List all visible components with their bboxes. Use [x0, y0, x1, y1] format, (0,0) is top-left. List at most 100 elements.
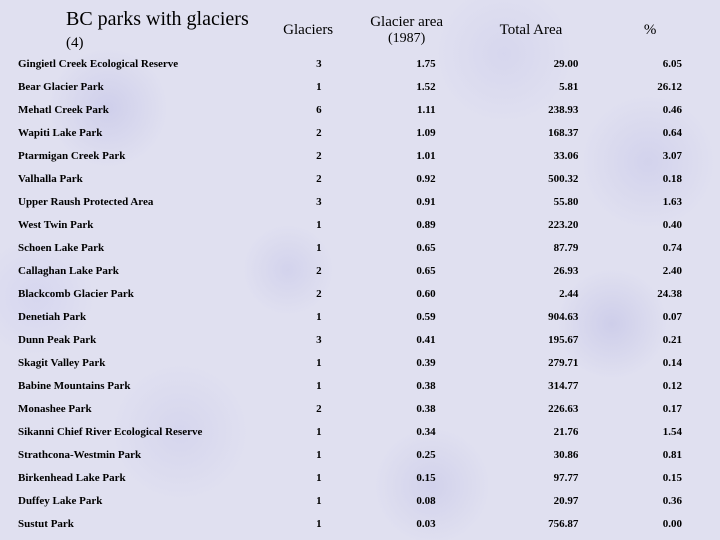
- cell-total-area: 5.81: [464, 75, 599, 98]
- cell-glacier-area: 0.65: [350, 259, 464, 282]
- cell-percent: 0.74: [598, 236, 702, 259]
- cell-name: Bear Glacier Park: [18, 75, 267, 98]
- cell-percent: 0.00: [598, 512, 702, 535]
- cell-glacier-area: 0.41: [350, 328, 464, 351]
- cell-total-area: 314.77: [464, 374, 599, 397]
- cell-percent: 0.14: [598, 351, 702, 374]
- cell-glaciers: 1: [267, 489, 350, 512]
- cell-glaciers: 3: [267, 52, 350, 75]
- cell-total-area: 55.80: [464, 190, 599, 213]
- cell-name: Valhalla Park: [18, 167, 267, 190]
- table-row: Denetiah Park10.59904.630.07: [18, 305, 702, 328]
- cell-glacier-area: 0.92: [350, 167, 464, 190]
- cell-glaciers: 2: [267, 259, 350, 282]
- cell-total-area: 500.32: [464, 167, 599, 190]
- table-row: Skagit Valley Park10.39279.710.14: [18, 351, 702, 374]
- cell-glaciers: 2: [267, 121, 350, 144]
- cell-percent: 0.36: [598, 489, 702, 512]
- cell-total-area: 904.63: [464, 305, 599, 328]
- cell-glaciers: 3: [267, 328, 350, 351]
- cell-name: Gingietl Creek Ecological Reserve: [18, 52, 267, 75]
- cell-total-area: 2.44: [464, 282, 599, 305]
- cell-percent: 0.15: [598, 466, 702, 489]
- cell-percent: 6.05: [598, 52, 702, 75]
- cell-total-area: 26.93: [464, 259, 599, 282]
- cell-glaciers: 1: [267, 420, 350, 443]
- cell-glacier-area: 1.75: [350, 52, 464, 75]
- table-row: Strathcona-Westmin Park10.2530.860.81: [18, 443, 702, 466]
- cell-total-area: 30.86: [464, 443, 599, 466]
- cell-total-area: 238.93: [464, 98, 599, 121]
- cell-glacier-area: 0.39: [350, 351, 464, 374]
- table-row: Sustut Park10.03756.870.00: [18, 512, 702, 535]
- cell-name: West Twin Park: [18, 213, 267, 236]
- cell-name: Schoen Lake Park: [18, 236, 267, 259]
- cell-percent: 2.40: [598, 259, 702, 282]
- cell-name: Dunn Peak Park: [18, 328, 267, 351]
- cell-glacier-area: 1.09: [350, 121, 464, 144]
- cell-total-area: 168.37: [464, 121, 599, 144]
- cell-percent: 0.18: [598, 167, 702, 190]
- cell-glaciers: 6: [267, 98, 350, 121]
- cell-percent: 26.12: [598, 75, 702, 98]
- cell-glacier-area: 0.25: [350, 443, 464, 466]
- cell-glacier-area: 0.59: [350, 305, 464, 328]
- cell-name: Birkenhead Lake Park: [18, 466, 267, 489]
- cell-total-area: 97.77: [464, 466, 599, 489]
- table-row: Birkenhead Lake Park10.1597.770.15: [18, 466, 702, 489]
- table-row: Schoen Lake Park10.6587.790.74: [18, 236, 702, 259]
- cell-percent: 0.40: [598, 213, 702, 236]
- cell-glacier-area: 0.08: [350, 489, 464, 512]
- cell-glaciers: 2: [267, 167, 350, 190]
- cell-name: Blackcomb Glacier Park: [18, 282, 267, 305]
- cell-name: Callaghan Lake Park: [18, 259, 267, 282]
- cell-name: Sikanni Chief River Ecological Reserve: [18, 420, 267, 443]
- cell-name: Duffey Lake Park: [18, 489, 267, 512]
- cell-percent: 0.46: [598, 98, 702, 121]
- cell-glacier-area: 0.60: [350, 282, 464, 305]
- page-title: BC parks with glaciers (4): [18, 8, 267, 52]
- cell-glacier-area: 0.38: [350, 374, 464, 397]
- cell-glaciers: 1: [267, 213, 350, 236]
- cell-glacier-area: 1.52: [350, 75, 464, 98]
- table-row: Monashee Park20.38226.630.17: [18, 397, 702, 420]
- cell-glacier-area: 0.03: [350, 512, 464, 535]
- cell-name: Denetiah Park: [18, 305, 267, 328]
- cell-name: Strathcona-Westmin Park: [18, 443, 267, 466]
- cell-glacier-area: 0.34: [350, 420, 464, 443]
- col-header-total-area: Total Area: [464, 8, 599, 52]
- cell-name: Ptarmigan Creek Park: [18, 144, 267, 167]
- cell-glaciers: 1: [267, 466, 350, 489]
- cell-total-area: 195.67: [464, 328, 599, 351]
- table-row: West Twin Park10.89223.200.40: [18, 213, 702, 236]
- cell-glaciers: 1: [267, 305, 350, 328]
- cell-glacier-area: 0.38: [350, 397, 464, 420]
- cell-total-area: 226.63: [464, 397, 599, 420]
- table-row: Sikanni Chief River Ecological Reserve10…: [18, 420, 702, 443]
- cell-percent: 0.64: [598, 121, 702, 144]
- cell-percent: 1.63: [598, 190, 702, 213]
- glacier-area-l1: Glacier area: [370, 14, 443, 30]
- table-row: Blackcomb Glacier Park20.602.4424.38: [18, 282, 702, 305]
- cell-glaciers: 1: [267, 351, 350, 374]
- cell-name: Babine Mountains Park: [18, 374, 267, 397]
- cell-glacier-area: 0.89: [350, 213, 464, 236]
- cell-glacier-area: 1.11: [350, 98, 464, 121]
- cell-total-area: 33.06: [464, 144, 599, 167]
- cell-percent: 0.81: [598, 443, 702, 466]
- cell-name: Sustut Park: [18, 512, 267, 535]
- cell-name: Monashee Park: [18, 397, 267, 420]
- header-row: BC parks with glaciers (4) Glaciers Glac…: [18, 8, 702, 52]
- cell-glacier-area: 1.01: [350, 144, 464, 167]
- cell-percent: 0.21: [598, 328, 702, 351]
- table-row: Bear Glacier Park11.525.8126.12: [18, 75, 702, 98]
- cell-percent: 0.12: [598, 374, 702, 397]
- cell-glacier-area: 0.91: [350, 190, 464, 213]
- cell-total-area: 29.00: [464, 52, 599, 75]
- cell-name: Wapiti Lake Park: [18, 121, 267, 144]
- cell-glaciers: 1: [267, 374, 350, 397]
- table-row: Wapiti Lake Park21.09168.370.64: [18, 121, 702, 144]
- table-row: Upper Raush Protected Area30.9155.801.63: [18, 190, 702, 213]
- cell-percent: 3.07: [598, 144, 702, 167]
- table-body: Gingietl Creek Ecological Reserve31.7529…: [18, 52, 702, 535]
